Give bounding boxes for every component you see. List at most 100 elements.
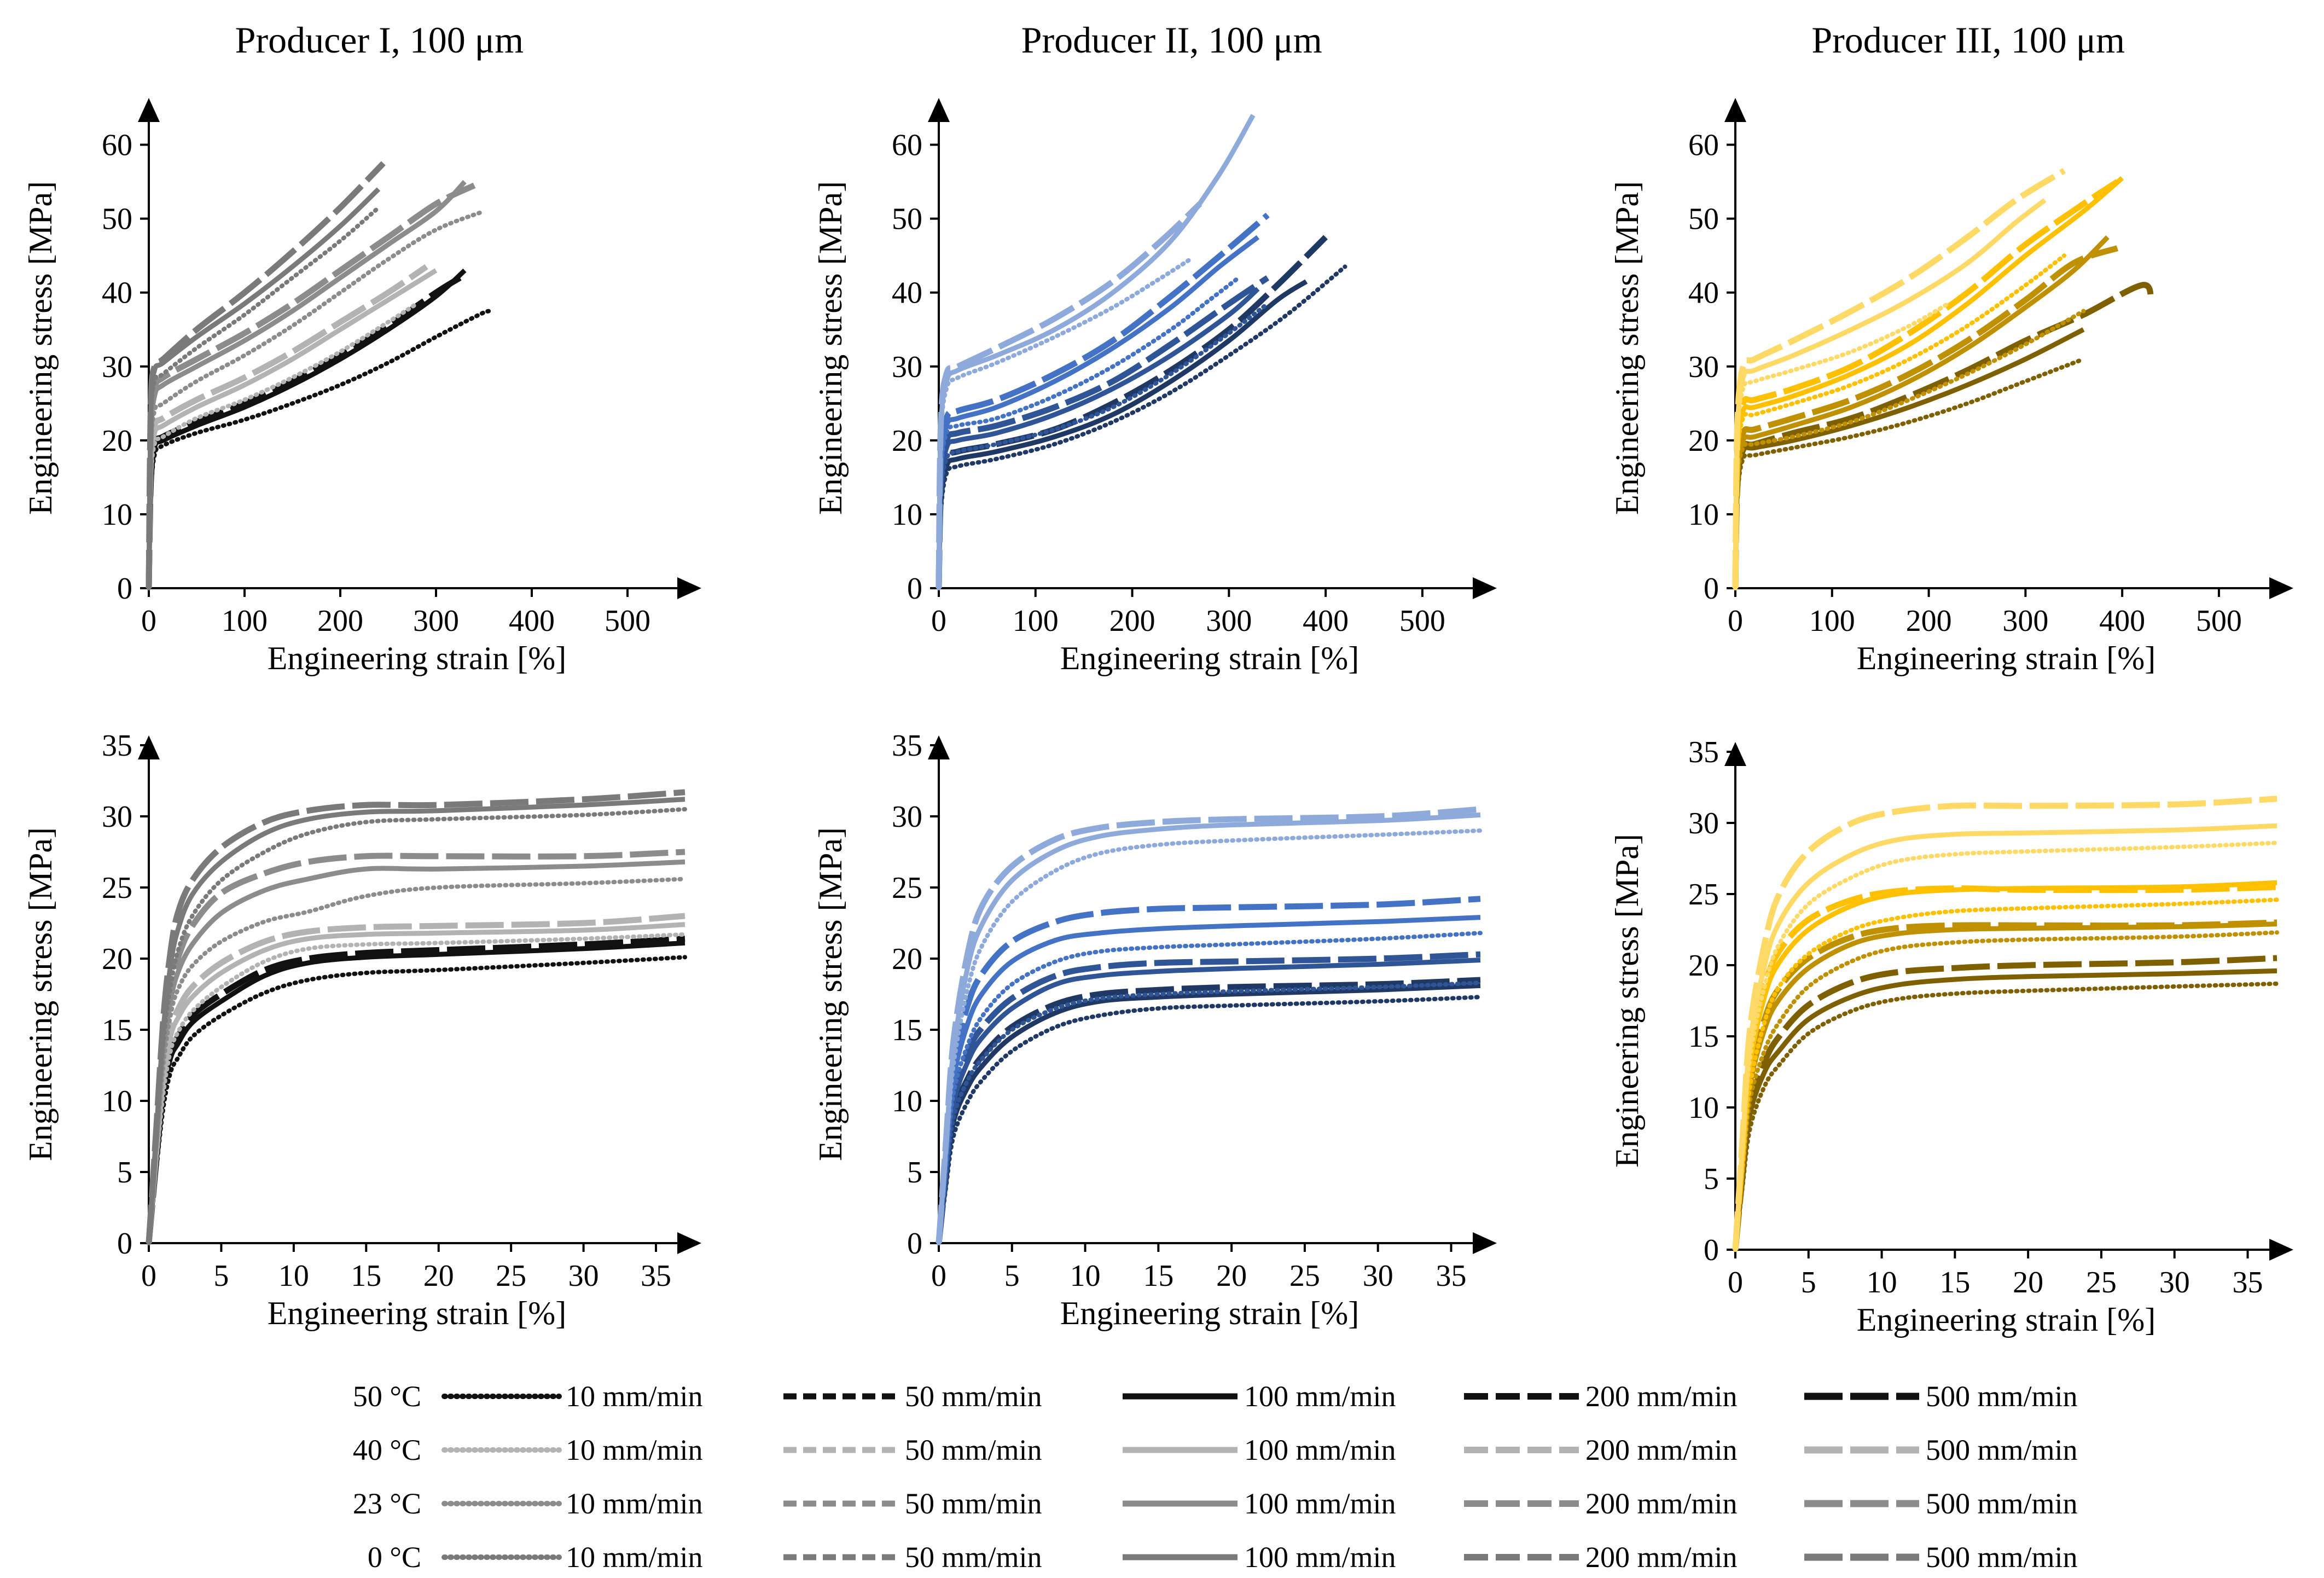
x-tick-label: 20 (423, 1259, 454, 1293)
x-tick-label: 200 (1906, 604, 1952, 638)
y-tick-label: 40 (1688, 276, 1719, 310)
chart-panel-bottom-right: 0 5 10 15 20 25 30 35 0 5 10 15 20 25 30 35 Engineering … (1609, 735, 2293, 1338)
legend-speed-label: 200 mm/min (1585, 1380, 1738, 1413)
y-tick-label: 15 (1688, 1020, 1719, 1054)
y-tick-label: 30 (1688, 807, 1719, 840)
y-tick-label: 40 (102, 276, 132, 310)
chart-panel-top-middle: Producer II, 100 μm 0 10 20 30 40 50 60 0 100 200 3… (812, 19, 1497, 676)
series-line-23c-100mmmin (1733, 880, 2277, 1250)
series-line-50c-500mmmin (1732, 282, 2154, 589)
series-line-23c-500mmmin (936, 896, 1481, 1244)
series-line-0c-10mmmin (937, 828, 1483, 1245)
chart-panel-top-left: Producer I, 100 μm 0 10 20 30 40 50 60 0 100 200 30… (22, 19, 701, 676)
y-tick-label: 20 (1688, 949, 1719, 983)
series-line-50c-10mmmin (147, 955, 687, 1245)
legend-speed-label: 50 mm/min (905, 1541, 1042, 1574)
series-line-40c-500mmmin (1732, 245, 2119, 589)
y-tick-label: 15 (892, 1013, 922, 1047)
x-axis-label: Engineering strain [%] (1060, 1295, 1359, 1331)
y-tick-label: 0 (1704, 572, 1719, 606)
series-line-0c-500mmmin (146, 789, 685, 1244)
y-axis-label: Engineering stress [MPa] (812, 181, 849, 515)
series-line-0c-500mmmin (1732, 168, 2066, 589)
legend-temp-label: 23 °C (353, 1487, 421, 1520)
x-axis-arrow-icon (2269, 1239, 2293, 1261)
series-line-23c-500mmmin (146, 182, 476, 589)
legend-speed-label: 500 mm/min (1926, 1487, 2078, 1520)
series-line-23c-100mmmin (1733, 176, 2124, 589)
x-tick-label: 300 (2002, 604, 2048, 638)
legend-speed-label: 200 mm/min (1585, 1434, 1738, 1466)
series-line-0c-500mmmin (1732, 796, 2277, 1250)
y-tick-label: 5 (907, 1156, 922, 1190)
y-tick-label: 30 (102, 350, 132, 384)
y-tick-label: 0 (1704, 1233, 1719, 1267)
x-axis-label: Engineering strain [%] (268, 640, 566, 676)
series-line-40c-10mmmin (1733, 930, 2279, 1252)
x-tick-label: 0 (1728, 1266, 1743, 1299)
x-tick-label: 25 (496, 1259, 526, 1293)
x-tick-label: 35 (641, 1259, 671, 1293)
x-tick-label: 200 (1109, 604, 1155, 638)
x-tick-label: 15 (351, 1259, 381, 1293)
y-tick-label: 25 (892, 871, 922, 905)
y-tick-label: 0 (907, 1227, 922, 1261)
x-tick-label: 0 (141, 1259, 156, 1293)
legend-temp-label: 40 °C (353, 1434, 421, 1466)
chart-title: Producer III, 100 μm (1811, 19, 2125, 61)
x-axis-label: Engineering strain [%] (1857, 640, 2155, 676)
y-tick-label: 10 (892, 498, 922, 532)
legend-speed-label: 500 mm/min (1926, 1541, 2078, 1574)
series-line-40c-500mmmin (936, 951, 1481, 1244)
series-line-50c-100mmmin (1733, 968, 2277, 1250)
series-line-40c-10mmmin (147, 932, 687, 1245)
y-axis-arrow-icon (138, 735, 160, 759)
y-axis-label: Engineering stress [MPa] (22, 827, 59, 1161)
y-tick-label: 15 (102, 1013, 132, 1047)
x-tick-label: 10 (278, 1259, 309, 1293)
y-tick-label: 0 (117, 572, 132, 606)
x-axis-label: Engineering strain [%] (1857, 1302, 2155, 1338)
x-axis-arrow-icon (677, 577, 701, 599)
legend: 50 °C 10 mm/min 50 mm/min 100 mm/min 200 mm/… (353, 1380, 2078, 1574)
x-tick-label: 5 (1801, 1266, 1816, 1299)
y-axis-arrow-icon (928, 735, 950, 759)
series-line-23c-500mmmin (146, 849, 685, 1244)
y-tick-label: 10 (102, 1084, 132, 1118)
x-tick-label: 0 (141, 604, 156, 638)
x-tick-label: 400 (1303, 604, 1349, 638)
x-tick-label: 35 (2232, 1266, 2263, 1299)
legend-speed-label: 100 mm/min (1244, 1541, 1396, 1574)
y-tick-label: 20 (892, 424, 922, 458)
y-tick-label: 10 (1688, 1091, 1719, 1125)
x-tick-label: 500 (2196, 604, 2242, 638)
x-tick-label: 20 (1216, 1259, 1247, 1293)
series-line-50c-500mmmin (1732, 955, 2277, 1250)
series-line-0c-100mmmin (1733, 198, 2047, 589)
x-tick-label: 0 (931, 1259, 946, 1293)
y-tick-label: 40 (892, 276, 922, 310)
x-tick-label: 400 (509, 604, 555, 638)
x-tick-label: 5 (1004, 1259, 1020, 1293)
series-line-0c-500mmmin (936, 201, 1202, 589)
legend-speed-label: 10 mm/min (566, 1380, 703, 1413)
chart-title: Producer I, 100 μm (235, 19, 524, 61)
y-tick-label: 0 (907, 572, 922, 606)
x-tick-label: 30 (1363, 1259, 1393, 1293)
legend-speed-label: 10 mm/min (566, 1434, 703, 1466)
series-line-40c-100mmmin (1733, 235, 2110, 589)
y-axis-label: Engineering stress [MPa] (1609, 834, 1645, 1168)
series-line-40c-100mmmin (936, 287, 1260, 589)
chart-panel-top-right: Producer III, 100 μm 0 10 20 30 40 50 60 0 100 200… (1609, 19, 2293, 676)
y-tick-label: 20 (102, 424, 132, 458)
y-axis-label: Engineering stress [MPa] (812, 827, 849, 1161)
x-tick-label: 10 (1867, 1266, 1897, 1299)
legend-speed-label: 100 mm/min (1244, 1434, 1396, 1466)
y-tick-label: 20 (102, 942, 132, 976)
x-tick-label: 0 (931, 604, 946, 638)
x-tick-label: 0 (1728, 604, 1743, 638)
legend-speed-label: 100 mm/min (1244, 1487, 1396, 1520)
x-tick-label: 500 (605, 604, 650, 638)
y-tick-label: 30 (102, 800, 132, 834)
